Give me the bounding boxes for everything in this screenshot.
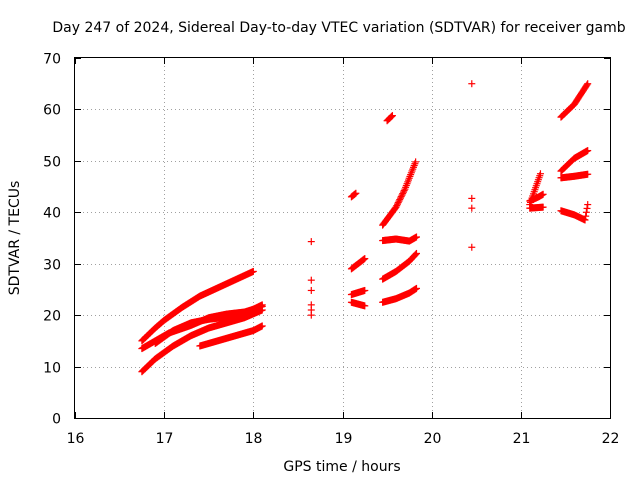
data-point [468,243,476,251]
data-point [584,170,592,178]
data-point [258,301,266,309]
x-tick-label: 20 [424,431,442,447]
chart-title: Day 247 of 2024, Sidereal Day-to-day VTE… [52,20,625,36]
data-point [393,200,401,208]
data-point [361,255,369,263]
data-markers [138,80,592,376]
data-point [583,204,591,212]
data-point [307,238,315,246]
data-point [539,203,547,211]
data-point [584,201,592,209]
data-point [468,80,476,88]
data-point [395,197,403,205]
data-point [413,249,421,257]
y-tick-label: 0 [52,412,61,428]
data-point [361,302,369,310]
data-point [307,311,315,319]
axis-tick-labels: 16 17 18 19 20 21 22 0 10 20 30 40 50 60 70 [43,52,619,448]
grid-lines [75,58,610,418]
y-axis-label: SDTVAR / TECUs [7,181,23,296]
x-tick-label: 17 [156,431,174,447]
data-point [307,286,315,294]
data-point [398,191,406,199]
data-point [400,187,408,195]
data-point [412,158,420,166]
x-tick-label: 22 [602,431,620,447]
data-point [536,170,544,178]
data-point [411,251,419,259]
data-point [399,190,407,198]
data-point [249,267,257,275]
data-point [399,188,407,196]
data-point [583,81,591,89]
data-point [413,284,421,292]
y-tick-label: 60 [43,103,61,119]
x-tick-label: 18 [245,431,263,447]
x-axis-label: GPS time / hours [283,459,400,475]
x-tick-label: 16 [67,431,85,447]
data-point [394,199,402,207]
data-point [412,250,420,258]
y-tick-label: 70 [43,52,61,68]
data-point [468,204,476,212]
y-tick-label: 30 [43,258,61,274]
data-point [258,322,266,330]
data-point [388,112,396,120]
data-point [307,276,315,284]
y-tick-label: 10 [43,361,61,377]
data-point [413,233,421,241]
data-point [396,194,404,202]
data-point [397,193,405,201]
data-point [387,113,395,121]
data-point [352,189,360,197]
data-point [582,212,590,220]
data-point [584,147,592,155]
axis-ticks [75,58,611,419]
data-point [539,190,547,198]
data-point [582,208,590,216]
data-point [392,203,400,211]
y-tick-label: 50 [43,155,61,171]
data-point [581,216,589,224]
x-tick-label: 21 [513,431,531,447]
data-point [468,194,476,202]
data-point [396,196,404,204]
data-point [388,112,396,120]
plot-frame [74,57,611,419]
data-point [584,80,592,88]
y-tick-label: 20 [43,309,61,325]
data-point [393,202,401,210]
y-tick-label: 40 [43,206,61,222]
data-point [361,286,369,294]
data-point [351,190,359,198]
x-tick-label: 19 [335,431,353,447]
